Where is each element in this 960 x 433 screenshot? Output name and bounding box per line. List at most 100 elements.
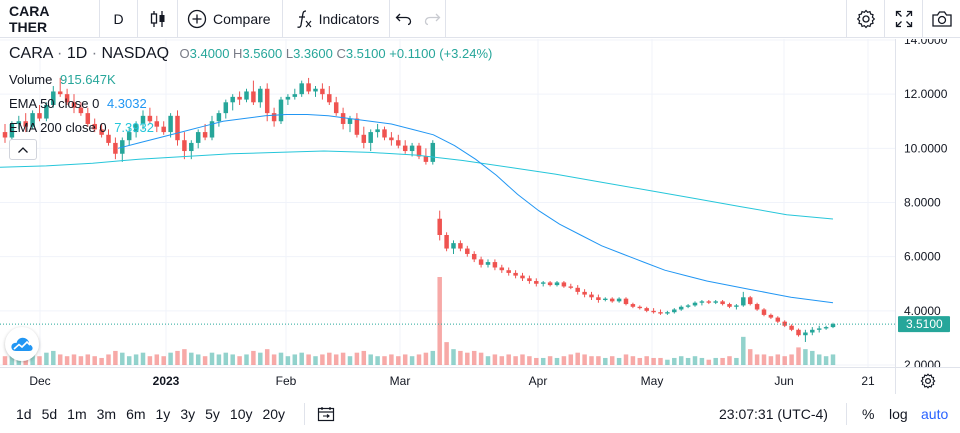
candle-body [78,107,84,114]
volume-bar [830,354,836,365]
candle-body [2,132,8,138]
candle-body [816,328,822,330]
candle-body [685,305,691,307]
candle-body [113,142,118,154]
brand-logo[interactable] [5,327,39,361]
snapshot-button[interactable] [922,0,960,38]
volume-bar [458,350,463,365]
volume-bar [347,356,353,365]
volume-bar [251,350,256,365]
candle-body [589,294,594,298]
candle-body [609,298,615,302]
chart-pane[interactable] [0,39,895,367]
range-button-1y[interactable]: 1y [155,405,171,422]
price-axis[interactable]: 14.0000 12.0000 10.0000 8.0000 6.0000 4.0000 2… [895,33,960,372]
chart-type-button[interactable] [138,0,178,38]
compare-button[interactable]: Compare [178,0,283,38]
range-button-5y[interactable]: 5y [205,405,220,422]
volume-bar [637,357,643,365]
time-axis[interactable]: Dec 2023 Feb Mar Apr May Jun 21 [0,367,895,394]
volume-bar [154,354,160,365]
volume-bar [416,354,422,365]
candle-body [278,99,284,122]
legend-ema50-row[interactable]: EMA 50 close 0 4.3032 [9,96,147,111]
volume-bar [237,356,242,365]
candle-body [458,243,463,249]
time-tick-label: Jun [774,374,793,388]
range-button-5d[interactable]: 5d [41,405,58,422]
auto-scale-toggle[interactable]: auto [921,405,949,422]
axis-settings-button[interactable] [895,367,960,394]
candle-body [168,115,173,133]
change-value: +0.1100 (+3.24%) [389,46,493,61]
volume-bar [423,352,429,365]
volume-bar [202,356,208,365]
candle-body [775,317,781,322]
candle-body [99,129,104,135]
close-key: C [336,46,346,61]
clock[interactable]: 23:07:31 (UTC-4) [719,405,828,422]
volume-bar [161,356,166,365]
legend-ema200-row[interactable]: EMA 200 close 0 7.3932 [9,120,154,135]
candle-body [554,282,560,286]
redo-button[interactable] [418,0,447,38]
range-button-1m[interactable]: 1m [67,405,87,422]
price-tick-label: 2.0000 [904,358,941,367]
plus-circle-icon [187,9,207,28]
interval-button[interactable]: D [100,0,138,38]
volume-bar [402,354,408,365]
volume-bar [120,352,125,365]
volume-bar [382,356,387,365]
volume-bar [51,350,56,365]
price-chart[interactable] [0,39,895,367]
legend-collapse-button[interactable] [9,139,37,160]
volume-bar [106,354,111,365]
candle-body [44,105,49,119]
candle-body [478,259,484,265]
volume-label: Volume [9,72,53,87]
candles-icon [150,10,164,27]
volume-bar [113,350,118,365]
volume-bar [609,356,615,365]
chevron-up-icon [18,146,28,153]
legend-ticker: CARA [9,45,53,62]
range-button-1d[interactable]: 1d [16,405,32,422]
range-button-6m[interactable]: 6m [126,405,146,422]
percent-scale-toggle[interactable]: % [862,405,875,422]
volume-bar [754,354,760,365]
candle-body [534,281,539,284]
volume-bar [444,342,449,365]
legend-exchange: NASDAQ [101,45,170,62]
volume-bar [99,357,104,365]
volume-bar [596,356,601,365]
volume-bar [554,357,560,365]
settings-button[interactable] [846,0,884,38]
range-button-3y[interactable]: 3y [180,405,196,422]
symbol-search[interactable]: CARA THER [0,0,100,38]
volume-bar [706,359,712,365]
range-button-20y[interactable]: 20y [262,405,286,422]
range-button-10y[interactable]: 10y [229,405,253,422]
log-scale-toggle[interactable]: log [889,405,908,422]
fullscreen-button[interactable] [884,0,922,38]
volume-bar [140,352,146,365]
legend-volume-row[interactable]: Volume 915.647K [9,72,116,87]
candle-body [161,126,166,133]
volume-bar [672,357,677,365]
volume-bar [823,356,829,365]
volume-bar [37,356,42,365]
volume-bar [665,359,670,365]
top-toolbar: CARA THER D Compare Indicators [0,0,960,38]
candle-body [64,94,70,103]
undo-button[interactable] [390,0,418,38]
candle-body [713,301,718,303]
range-button-3m[interactable]: 3m [96,405,117,422]
candle-body [796,329,801,336]
candle-body [327,94,332,103]
candle-body [313,88,318,92]
date-range-button[interactable] [317,406,335,422]
volume-bar [713,357,718,365]
volume-bar [92,356,97,365]
indicators-button[interactable]: Indicators [283,0,391,38]
open-value: 3.4000 [189,46,230,61]
